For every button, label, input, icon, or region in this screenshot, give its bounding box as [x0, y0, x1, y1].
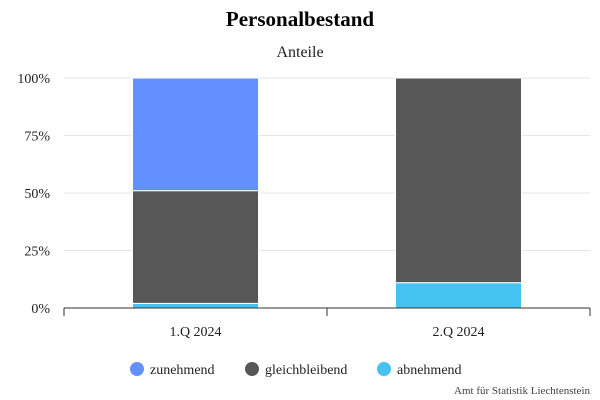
- legend-label: gleichbleibend: [265, 363, 347, 378]
- bar-segment-abnehmend[interactable]: [395, 282, 522, 309]
- legend-marker: [245, 362, 259, 376]
- y-axis-ticks: 0% 25% 50% 75% 100%: [17, 72, 50, 317]
- y-tick-label: 25%: [24, 245, 50, 260]
- chart-subtitle: Anteile: [276, 44, 323, 61]
- bar-segment-gleichbleibend[interactable]: [395, 77, 522, 284]
- legend-item-gleichbleibend[interactable]: gleichbleibend: [245, 362, 347, 378]
- x-tick-label: 2.Q 2024: [432, 325, 484, 340]
- legend-marker: [377, 362, 391, 376]
- y-tick-label: 75%: [24, 130, 50, 145]
- legend-label: zunehmend: [150, 363, 215, 378]
- legend-marker: [130, 362, 144, 376]
- legend-item-abnehmend[interactable]: abnehmend: [377, 362, 462, 378]
- legend-item-zunehmend[interactable]: zunehmend: [130, 362, 215, 378]
- bar-segment-gleichbleibend[interactable]: [132, 190, 259, 304]
- chart-title: Personalbestand: [226, 7, 375, 31]
- bar-segment-abnehmend[interactable]: [132, 302, 259, 309]
- legend: zunehmend gleichbleibend abnehmend: [130, 362, 462, 378]
- legend-label: abnehmend: [397, 363, 462, 378]
- x-axis-ticks: 1.Q 2024 2.Q 2024: [63, 308, 591, 340]
- bars: [132, 77, 522, 309]
- y-tick-label: 50%: [24, 187, 50, 202]
- bar-segment-zunehmend[interactable]: [132, 77, 259, 192]
- x-tick-label: 1.Q 2024: [169, 325, 221, 340]
- y-tick-label: 0%: [31, 302, 50, 317]
- chart-credit: Amt für Statistik Liechtenstein: [454, 385, 590, 397]
- y-tick-label: 100%: [17, 72, 50, 87]
